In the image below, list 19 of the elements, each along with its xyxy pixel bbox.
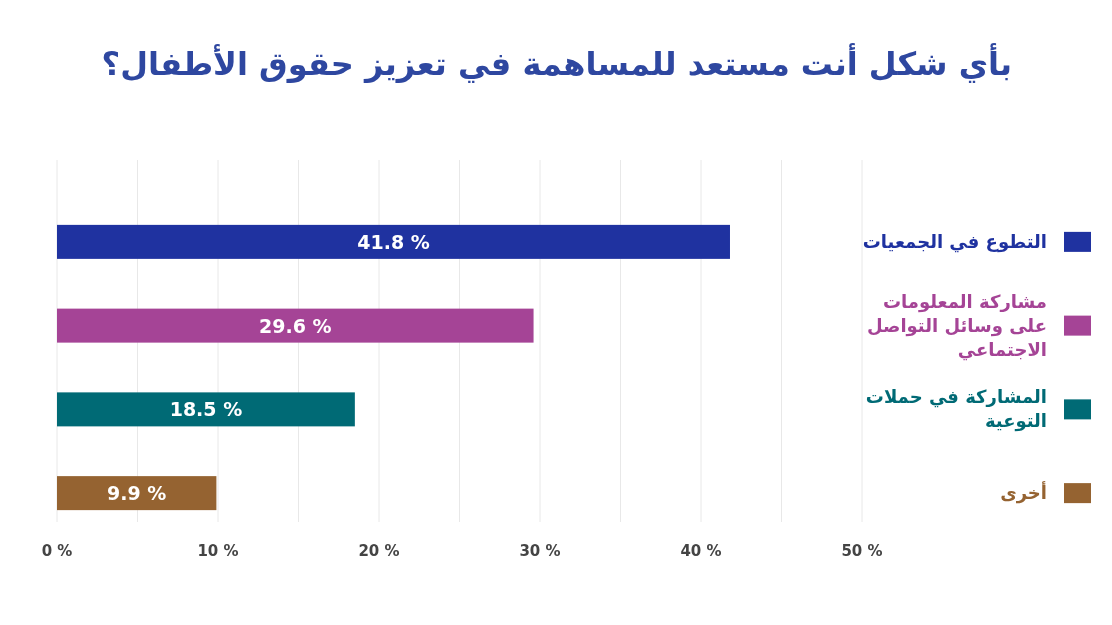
x-tick-label: 30 % [519, 542, 561, 560]
bar [57, 224, 730, 259]
y-tick-label: المشاركة في حملات التوعية [865, 386, 1047, 433]
y-tick-label: مشاركة المعلومات على وسائل التواصل الاجتماعي [866, 290, 1047, 361]
data-label: 9.9 % [107, 482, 167, 505]
x-tick-label: 10 % [197, 542, 239, 560]
data-label: 41.8 % [357, 230, 430, 253]
x-tick-label: 40 % [680, 542, 722, 560]
x-tick-label: 50 % [841, 542, 883, 560]
bar [57, 476, 217, 511]
bar [57, 308, 534, 343]
data-label: 18.5 % [169, 398, 243, 421]
data-label: 29.6 % [259, 314, 332, 337]
y-tick-label: أخرى [1000, 481, 1047, 505]
x-tick-label: 20 % [358, 542, 400, 560]
x-tick-label: 0 % [41, 542, 73, 560]
chart-title: بأي شكل أنت مستعد للمساهمة في تعزيز حقوق الأطفال؟ [101, 43, 1012, 83]
bar [57, 392, 355, 427]
y-tick-label: التطوع في الجمعيات [862, 230, 1047, 253]
